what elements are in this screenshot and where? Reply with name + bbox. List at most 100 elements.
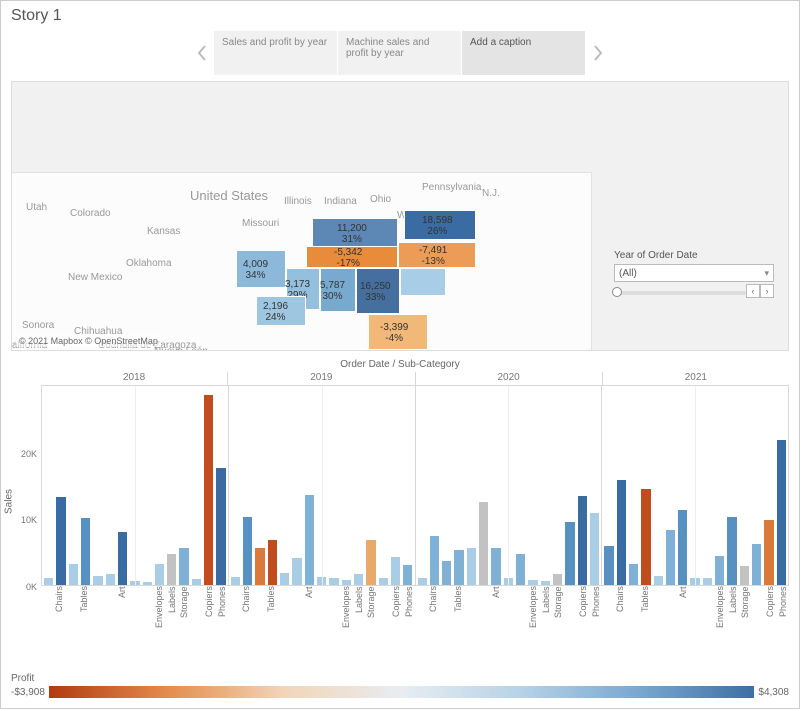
x-tick-label: Labels (166, 586, 178, 660)
x-tick-label: Chairs (240, 586, 252, 660)
chart-bar[interactable] (727, 517, 736, 585)
chart-bar[interactable] (329, 578, 338, 585)
y-tick-label: 0K (26, 582, 37, 592)
nav-prev-button[interactable] (190, 31, 214, 75)
chart-plot-area[interactable] (41, 386, 789, 586)
map-panel[interactable]: United StatesUtahColoradoKansasOklahomaN… (11, 81, 789, 351)
chart-bar[interactable] (366, 540, 375, 585)
map-bg-label: Kansas (147, 226, 180, 237)
chart-bar[interactable] (565, 522, 574, 585)
nav-next-button[interactable] (586, 31, 610, 75)
chart-bar[interactable] (179, 548, 188, 585)
chart-bar[interactable] (391, 557, 400, 585)
chart-bar[interactable] (516, 554, 525, 585)
legend-gradient (49, 686, 754, 698)
x-tick-label: Storage (739, 586, 751, 660)
x-tick-label: Art (116, 586, 128, 660)
chart-bar[interactable] (590, 513, 599, 585)
map-bg-label: Utah (26, 202, 47, 213)
state-data-label: 11,20031% (337, 223, 367, 245)
story-container: Story 1 Sales and profit by yearMachine … (0, 0, 800, 709)
chart-bar[interactable] (305, 495, 314, 585)
chart-bar[interactable] (243, 517, 252, 585)
chart-bar[interactable] (740, 566, 749, 585)
chart-bar[interactable] (292, 558, 301, 585)
chart-bar[interactable] (93, 576, 102, 585)
state-region[interactable] (400, 268, 446, 296)
chart-bar[interactable] (752, 544, 761, 585)
chart-bar[interactable] (442, 561, 451, 585)
chart-bar[interactable] (641, 489, 650, 585)
year-header: 2019 (227, 372, 414, 385)
chart-bar[interactable] (231, 577, 240, 585)
chart-bar[interactable] (430, 536, 439, 585)
chart-bar[interactable] (617, 480, 626, 585)
chart-bar[interactable] (280, 573, 289, 585)
story-tab[interactable]: Machine sales and profit by year (338, 31, 462, 75)
chart-bar[interactable] (764, 520, 773, 585)
x-tick-label: Storage (365, 586, 377, 660)
chart-bar[interactable] (528, 580, 537, 585)
filter-prev-button[interactable]: ‹ (746, 284, 760, 298)
story-tab[interactable]: Add a caption (462, 31, 586, 75)
map-bg-label: Missouri (242, 218, 279, 229)
story-tab[interactable]: Sales and profit by year (214, 31, 338, 75)
chart-bar[interactable] (216, 468, 225, 585)
chart-bar[interactable] (81, 518, 90, 585)
chart-bar[interactable] (118, 532, 127, 585)
y-axis: Sales 0K10K20K (11, 373, 41, 669)
x-tick-label: Chairs (614, 586, 626, 660)
chart-bar[interactable] (192, 579, 201, 585)
chart-bar[interactable] (143, 582, 152, 585)
filter-slider[interactable] (614, 291, 746, 295)
slider-knob[interactable] (612, 287, 622, 297)
x-tick-label (465, 586, 477, 660)
x-tick-label (415, 586, 427, 660)
chart-bar[interactable] (467, 548, 476, 585)
chart-bar[interactable] (379, 578, 388, 585)
chart-bar[interactable] (553, 574, 562, 585)
map-bg-label: Indiana (324, 196, 357, 207)
x-tick-label: Chairs (427, 586, 439, 660)
chart-bar[interactable] (342, 580, 351, 585)
filter-dropdown[interactable]: (All) ▾ (614, 264, 774, 282)
chevron-left-icon (197, 45, 207, 61)
story-nav: Sales and profit by yearMachine sales an… (1, 31, 799, 75)
chart-bar[interactable] (106, 574, 115, 585)
chart-bar[interactable] (629, 564, 638, 585)
chart-bar[interactable] (56, 497, 65, 585)
chart-bar[interactable] (541, 581, 550, 585)
x-tick-label (141, 586, 153, 660)
chart-bar[interactable] (44, 578, 53, 585)
chart-bar[interactable] (255, 548, 264, 585)
chart-bar[interactable] (491, 548, 500, 585)
year-header-row: 2018201920202021 (41, 372, 789, 386)
chart-bar[interactable] (777, 440, 786, 585)
chart-bar[interactable] (703, 578, 712, 585)
chart-bar[interactable] (678, 510, 687, 585)
chart-bar[interactable] (418, 578, 427, 585)
filter-next-button[interactable]: › (760, 284, 774, 298)
chart-bar[interactable] (167, 554, 176, 585)
chart-bar[interactable] (604, 546, 613, 585)
chart-bar[interactable] (155, 564, 164, 585)
chart-bar[interactable] (69, 564, 78, 585)
state-data-label: 2,19624% (263, 301, 288, 323)
chart-bar[interactable] (578, 496, 587, 585)
chevron-right-icon (593, 45, 603, 61)
chart-bar[interactable] (666, 530, 675, 585)
x-tick-label (315, 586, 327, 660)
chart-bar[interactable] (354, 574, 363, 585)
chart-bar[interactable] (654, 576, 663, 585)
map-background: United StatesUtahColoradoKansasOklahomaN… (12, 82, 788, 350)
chart-bar[interactable] (715, 556, 724, 585)
year-bar-group (229, 386, 416, 585)
chart-bar[interactable] (204, 395, 213, 585)
color-legend: Profit -$3,908 $4,308 (11, 673, 789, 698)
x-tick-label: Phones (403, 586, 415, 660)
chart-bar[interactable] (268, 540, 277, 585)
chart-bar[interactable] (454, 550, 463, 585)
chart-bar[interactable] (479, 502, 488, 585)
x-tick-label: Phones (590, 586, 602, 660)
chart-bar[interactable] (403, 565, 412, 585)
